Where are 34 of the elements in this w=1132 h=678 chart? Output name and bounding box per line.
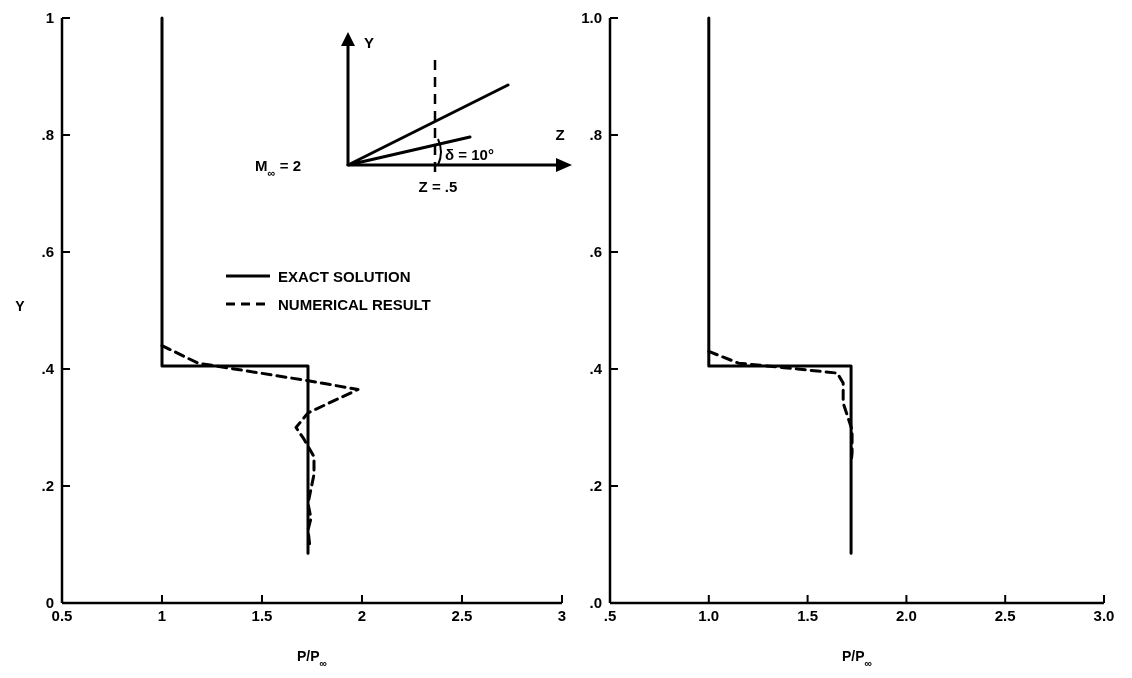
y-axis-title: Y — [15, 297, 26, 314]
y-tick-label: 0 — [45, 594, 54, 611]
y-tick-label: .8 — [41, 126, 54, 143]
x-tick-label: 2.5 — [451, 607, 473, 624]
y-tick-label: .2 — [41, 477, 54, 494]
y-tick-label: .8 — [589, 126, 602, 143]
annotation: M$_{∞}$ = 2 — [255, 157, 301, 179]
y-tick-label: .4 — [589, 360, 603, 377]
x-axis-title: P/P$_{∞}$ — [296, 648, 328, 669]
x-tick-label: 1.0 — [698, 607, 720, 624]
x-tick-label: 1.5 — [797, 607, 819, 624]
x-tick-label: 3.0 — [1093, 607, 1115, 624]
y-tick-label: .4 — [41, 360, 55, 377]
y-tick-label: .6 — [41, 243, 54, 260]
x-tick-label: 1.5 — [251, 607, 273, 624]
x-tick-label: 1 — [157, 607, 167, 624]
y-tick-label: 1 — [45, 9, 54, 26]
annotation: δ = 10° — [445, 146, 494, 163]
x-tick-label: 2.0 — [895, 607, 917, 624]
legend-label: NUMERICAL RESULT — [278, 296, 431, 313]
x-axis-title: P/P$_{∞}$ — [841, 648, 873, 669]
y-tick-label: .0 — [589, 594, 602, 611]
x-tick-label: .5 — [603, 607, 617, 624]
y-tick-label: .2 — [589, 477, 602, 494]
x-tick-label: 2.5 — [994, 607, 1016, 624]
annotation: Z — [555, 126, 565, 143]
x-tick-label: 3 — [557, 607, 567, 624]
legend-label: EXACT SOLUTION — [278, 268, 411, 285]
y-tick-label: 1.0 — [581, 9, 602, 26]
annotation: Z = .5 — [418, 178, 458, 195]
x-tick-label: 2 — [357, 607, 367, 624]
x-tick-label: 0.5 — [51, 607, 73, 624]
y-tick-label: .6 — [589, 243, 602, 260]
annotation: Y — [364, 34, 375, 51]
